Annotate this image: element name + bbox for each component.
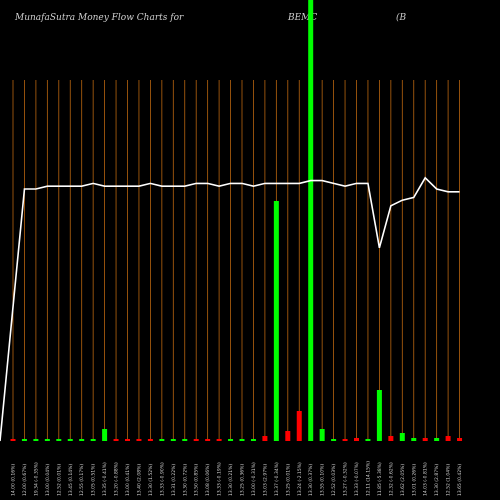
x-tick-label: 13.45 (0.14%)	[68, 464, 74, 496]
money-flow-line	[0, 176, 460, 442]
volume-bar	[79, 439, 85, 441]
x-tick-label: 12.52 (1.04%)	[446, 464, 452, 496]
x-tick-label: 13.50 (0.85%)	[194, 464, 200, 496]
x-tick-label: 14.00 (0.16%)	[11, 464, 17, 496]
x-tick-label: 13.00 (0.41%)	[125, 464, 131, 496]
volume-bar	[102, 429, 108, 441]
x-tick-label: 13.05 (0.51%)	[91, 464, 97, 496]
x-tick-label: 13.03 (2.97%)	[262, 464, 268, 496]
x-tick-label: 13.24 (-2.15%)	[297, 462, 303, 496]
x-tick-label: 13.25 (0.36%)	[240, 464, 246, 496]
x-tick-label: 13.37 (-0.34%)	[274, 462, 280, 496]
x-tick-labels: 14.00 (0.16%) 12.00 (0.67%) 19.34 (-0.35%)…	[11, 461, 464, 496]
volume-bar	[10, 439, 16, 441]
volume-bar	[205, 439, 211, 441]
x-tick-label: 13.65 (0.42%)	[457, 464, 463, 496]
bar-series	[10, 0, 463, 441]
volume-bar	[239, 439, 245, 441]
chart-ticker-suffix: (B	[396, 13, 407, 23]
volume-bar	[342, 439, 348, 441]
volume-bar	[365, 439, 371, 441]
volume-bar	[147, 439, 153, 441]
volume-bar	[67, 439, 73, 441]
x-tick-label: 13.27 (-0.32%)	[343, 462, 349, 496]
volume-bar	[331, 439, 337, 441]
volume-bar	[182, 439, 188, 441]
x-tick-label: 13.31 (0.22%)	[171, 464, 177, 496]
volume-bar	[319, 429, 325, 441]
volume-bar	[33, 439, 39, 441]
volume-bar	[170, 439, 176, 441]
volume-bar	[285, 431, 291, 441]
volume-bar	[388, 436, 394, 441]
x-tick-label: 13.00 (-0.31%)	[251, 462, 257, 496]
volume-bar	[21, 439, 27, 441]
volume-bar	[90, 439, 96, 441]
x-tick-label: 13.35 (-0.41%)	[102, 462, 108, 496]
line-series	[0, 176, 460, 442]
x-tick-label: 13.40 (2.08%)	[136, 464, 142, 496]
chart-title: MunafaSutra Money Flow Charts for	[15, 13, 184, 23]
volume-bar	[422, 438, 428, 441]
x-tick-label: 13.20 (-0.88%)	[114, 462, 120, 496]
x-tick-label: 12.52 (0.01%)	[56, 464, 62, 496]
volume-bar	[273, 201, 279, 441]
x-tick-label: 13.30 (0.21%)	[228, 464, 234, 496]
volume-bar	[193, 439, 199, 441]
x-tick-label: 13.33 (-0.90%)	[159, 462, 165, 496]
volume-bar	[262, 436, 268, 441]
volume-bar	[125, 439, 130, 441]
x-tick-label: 13.55 (0.10%)	[320, 464, 326, 496]
x-tick-label: 13.01 (0.26%)	[411, 464, 417, 496]
x-tick-label: 13.30 (2.87%)	[434, 464, 440, 496]
x-tick-label: 12.00 (0.67%)	[22, 464, 28, 496]
x-tick-label: 13.25 (0.01%)	[285, 464, 291, 496]
x-tick-label: 13.33 (-0.07%)	[354, 462, 360, 496]
x-tick-label: 19.34 (-0.35%)	[33, 462, 39, 496]
volume-bar	[56, 439, 62, 441]
x-tick-label: 13.33 (-0.19%)	[217, 462, 223, 496]
volume-bar	[445, 436, 451, 441]
x-tick-label: 12.55 (0.17%)	[79, 464, 85, 496]
x-tick-label: 12.11 (14.15%)	[365, 461, 371, 496]
volume-bar	[354, 438, 359, 441]
volume-bar	[376, 390, 382, 441]
volume-bar	[411, 438, 417, 441]
volume-bar	[399, 433, 405, 441]
x-tick-label: 13.62 (2.05%)	[400, 464, 406, 496]
volume-bar	[228, 439, 234, 441]
chart-ticker: BEMC	[288, 13, 318, 23]
x-tick-label: 13.30 (0.72%)	[182, 464, 188, 496]
volume-bar	[113, 439, 119, 441]
volume-bar	[250, 439, 256, 441]
x-tick-label: 13.08 (0.06%)	[205, 464, 211, 496]
x-tick-label: 13.00 (0.04%)	[45, 464, 51, 496]
volume-bar	[136, 439, 142, 441]
grid-lines	[12, 80, 460, 441]
x-tick-label: 12.52 (0.03%)	[331, 464, 337, 496]
volume-bar	[216, 439, 222, 441]
x-tick-label: 13.30 (1.52%)	[148, 464, 154, 496]
x-tick-label: 13.30 (0.37%)	[308, 464, 314, 496]
volume-bar	[296, 411, 302, 441]
volume-bar	[434, 438, 440, 441]
x-tick-label: 12.32 (-0.62%)	[388, 462, 394, 496]
volume-bar	[44, 439, 50, 441]
x-tick-label: 11.85 (-5.38%)	[377, 462, 383, 496]
volume-bar	[159, 439, 165, 441]
volume-bar	[457, 438, 463, 441]
x-tick-label: 14.03 (-0.81%)	[423, 462, 429, 496]
volume-bar	[308, 0, 314, 441]
